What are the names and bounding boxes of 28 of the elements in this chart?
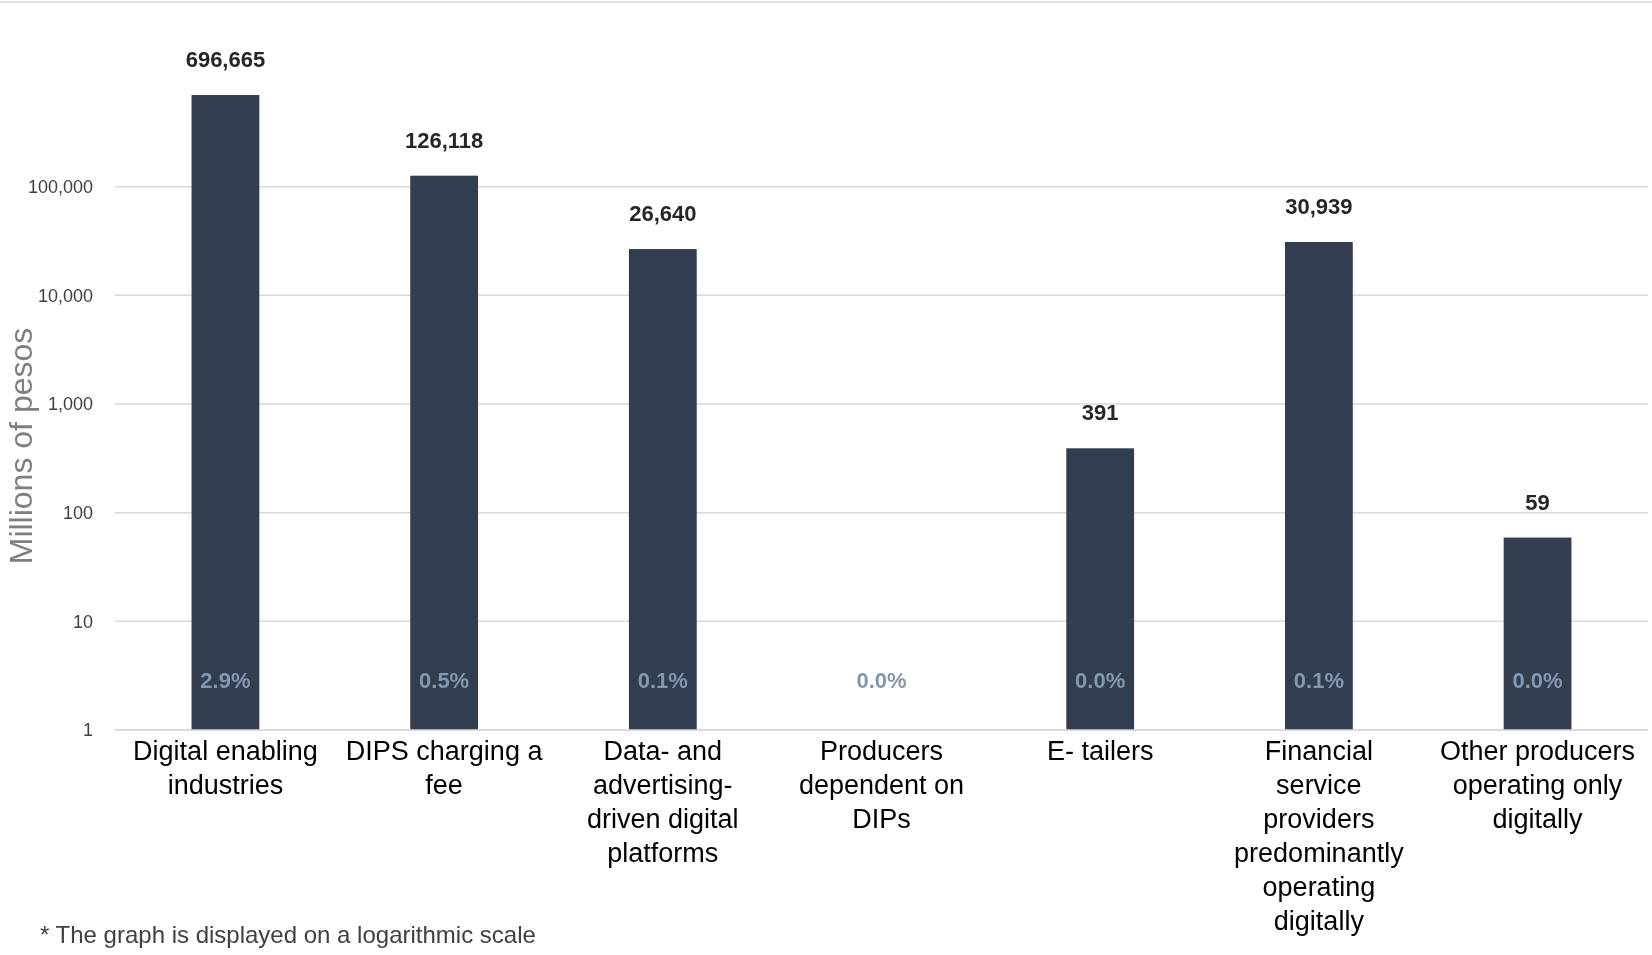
x-tick-label: Financial service providers predominantly operating digitally [1234,736,1405,936]
annotation: 2.9% [200,667,251,693]
x-tick-label: Other producers operating only digitally [1440,736,1636,834]
x-tick-label: Digital enabling industries [133,736,318,800]
x-tick-label: DIPS charging a fee [345,736,544,800]
annotation: 0.5% [419,667,470,693]
y-tick-label: 1 [82,720,93,741]
annotation: 0.1% [637,667,688,693]
annotation: 0.1% [1293,667,1344,693]
data-label: 126,118 [404,127,484,153]
data-label: 391 [1081,400,1119,426]
data-label: 59 [1525,489,1550,515]
y-axis-title: Millions of pesos [3,327,39,565]
y-tick-label: 10,000 [37,285,93,306]
annotation: 0.0% [856,667,907,693]
x-tick-label: Data- and advertising-driven digital platforms [587,736,739,868]
x-tick-label: E- tailers [1046,736,1154,766]
annotation: 0.0% [1512,667,1563,693]
data-label: 26,640 [629,201,697,227]
data-label: 696,665 [185,47,266,73]
y-tick-label: 1,000 [47,394,93,415]
y-tick-label: 10 [72,611,93,632]
annotation: 0.0% [1075,667,1126,693]
text: * The graph is displayed on a logarithmic scale [40,921,536,948]
y-tick-label: 100 [62,502,93,523]
x-tick-label: Producers dependent on DIPs [798,736,965,834]
data-label: 30,939 [1285,194,1353,219]
y-tick-label: 100,000 [27,176,93,197]
